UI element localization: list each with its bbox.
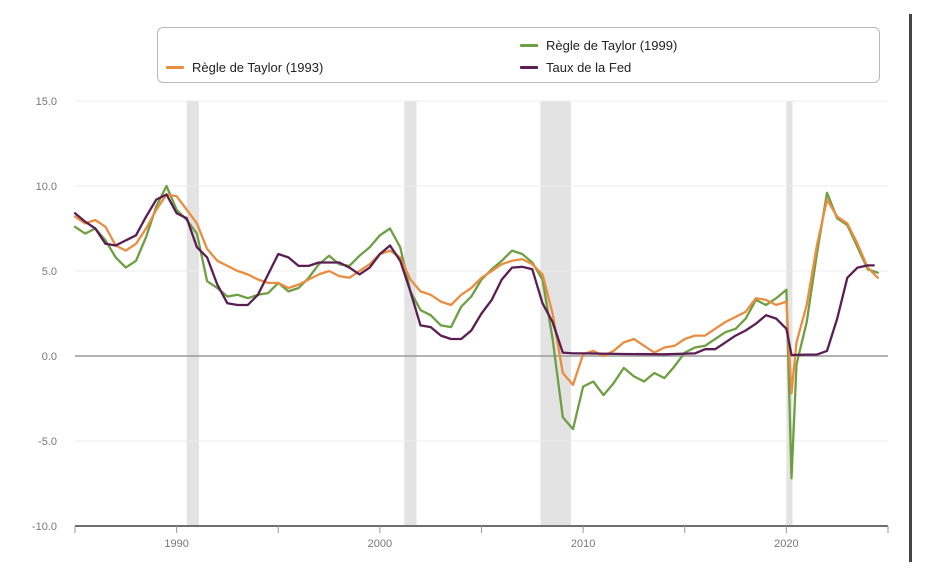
y-tick-label: 5.0: [42, 266, 57, 278]
y-tick-label: 10.0: [36, 181, 57, 193]
series-line-taylor-1999: [73, 184, 879, 480]
recession-band-3: [540, 101, 571, 526]
y-tick-label: -10.0: [32, 521, 57, 533]
y-tick-label: -5.0: [38, 436, 57, 448]
x-tick-label: 2010: [571, 538, 595, 550]
x-tick-label: 2020: [774, 538, 798, 550]
x-tick-label: 1990: [164, 538, 188, 550]
series-lines: [73, 184, 879, 480]
legend-swatch-fed-rate: [520, 66, 538, 69]
legend-label-taylor-1993: Règle de Taylor (1993): [192, 60, 324, 75]
series-line-fed-rate: [73, 193, 875, 357]
recession-band-1: [186, 101, 199, 526]
x-tick-label: 2000: [368, 538, 392, 550]
legend-swatch-taylor-1993: [166, 66, 184, 69]
recession-band-2: [404, 101, 417, 526]
gridlines: [75, 100, 888, 442]
legend-label-taylor-1999: Règle de Taylor (1999): [546, 38, 678, 53]
series-line-taylor-1993: [73, 193, 879, 395]
legend-label-fed-rate: Taux de la Fed: [546, 60, 632, 75]
chart-legend: Règle de Taylor (1999) Règle de Taylor (…: [157, 27, 880, 83]
legend-entry-taylor-1993: Règle de Taylor (1993): [166, 60, 323, 75]
y-tick-label: 15.0: [36, 96, 57, 108]
y-axis-tick-labels: 15.0 10.0 5.0 0.0 -5.0 -10.0: [32, 96, 57, 533]
recession-band-4: [786, 101, 793, 526]
recession-bands: [186, 101, 793, 526]
x-axis-tick-labels: 1990 2000 2010 2020: [164, 538, 798, 550]
legend-swatch-taylor-1999: [520, 44, 538, 47]
axes: [74, 355, 889, 533]
y-tick-label: 0.0: [42, 351, 57, 363]
legend-entry-fed-rate: Taux de la Fed: [520, 60, 631, 75]
chart-frame-right-border: [909, 14, 912, 562]
legend-entry-taylor-1999: Règle de Taylor (1999): [520, 38, 677, 53]
